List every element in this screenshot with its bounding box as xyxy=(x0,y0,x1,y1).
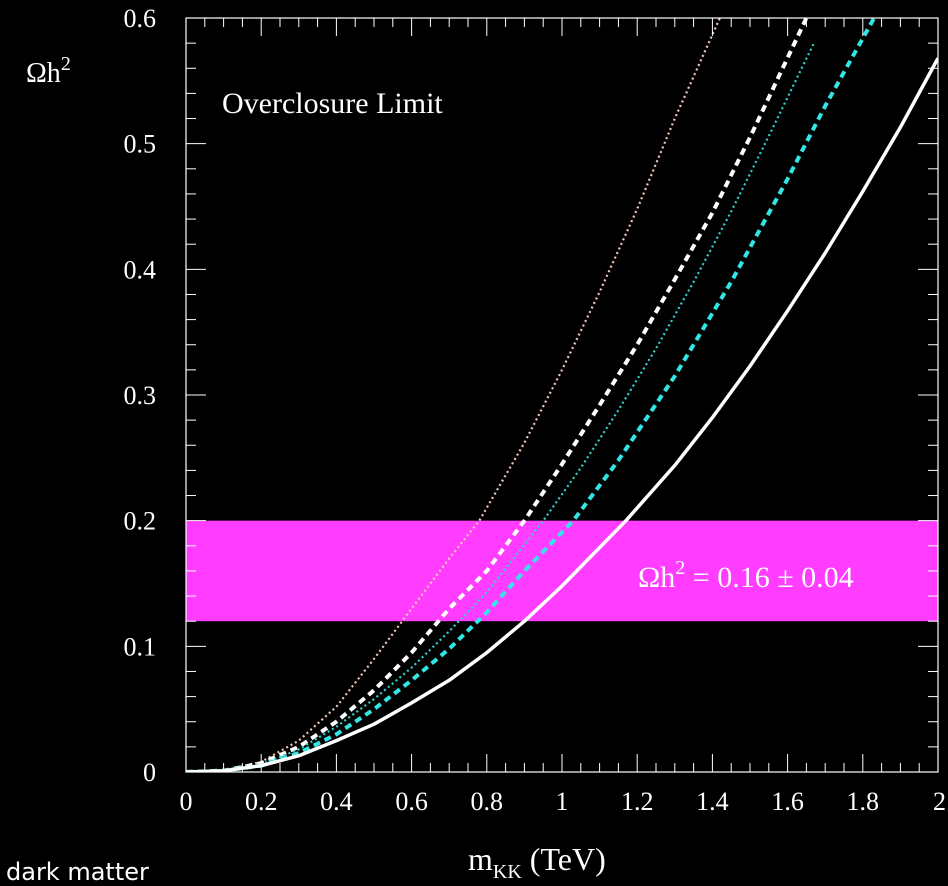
series-line-2 xyxy=(186,18,809,772)
y-tick-label: 0.5 xyxy=(124,130,157,159)
dark-matter-band xyxy=(186,520,938,622)
y-tick-label: 0.6 xyxy=(124,4,157,33)
series-line-5 xyxy=(186,57,938,772)
curves-group xyxy=(186,18,938,772)
x-tick-label: 1.6 xyxy=(771,787,804,816)
band-annotation: Ωh2 = 0.16 ± 0.04 xyxy=(638,557,854,594)
x-tick-label: 1.8 xyxy=(847,787,880,816)
x-axis-label: mKK (TeV) xyxy=(468,841,606,883)
y-tick-label: 0 xyxy=(143,758,156,787)
plot-frame xyxy=(185,17,939,773)
y-tick-label: 0.1 xyxy=(124,632,157,661)
x-tick-label: 0.8 xyxy=(471,787,504,816)
x-tick-label: 0.6 xyxy=(395,787,428,816)
x-tick-label: 1 xyxy=(556,787,569,816)
x-tick-label: 0.4 xyxy=(320,787,353,816)
x-tick-label: 1.4 xyxy=(696,787,729,816)
y-tick-label: 0.4 xyxy=(124,255,157,284)
ticks-group: 0 0.2 0.4 0.6 0.8 1 1.2 1.4 1.6 1.8 2 0 0.1 0.2 0.3 0.4… xyxy=(124,4,947,816)
overclosure-annotation: Overclosure Limit xyxy=(222,87,443,120)
y-tick-label: 0.2 xyxy=(124,507,157,536)
series-line-1 xyxy=(186,18,721,772)
x-tick-label: 0.2 xyxy=(245,787,278,816)
y-axis-label: Ωh2 xyxy=(26,53,71,89)
x-tick-label: 1.2 xyxy=(621,787,654,816)
x-tick-label: 2 xyxy=(933,787,946,816)
y-tick-label: 0.3 xyxy=(124,381,157,410)
x-tick-label: 0 xyxy=(180,787,193,816)
caption-text: dark matter xyxy=(6,858,149,886)
